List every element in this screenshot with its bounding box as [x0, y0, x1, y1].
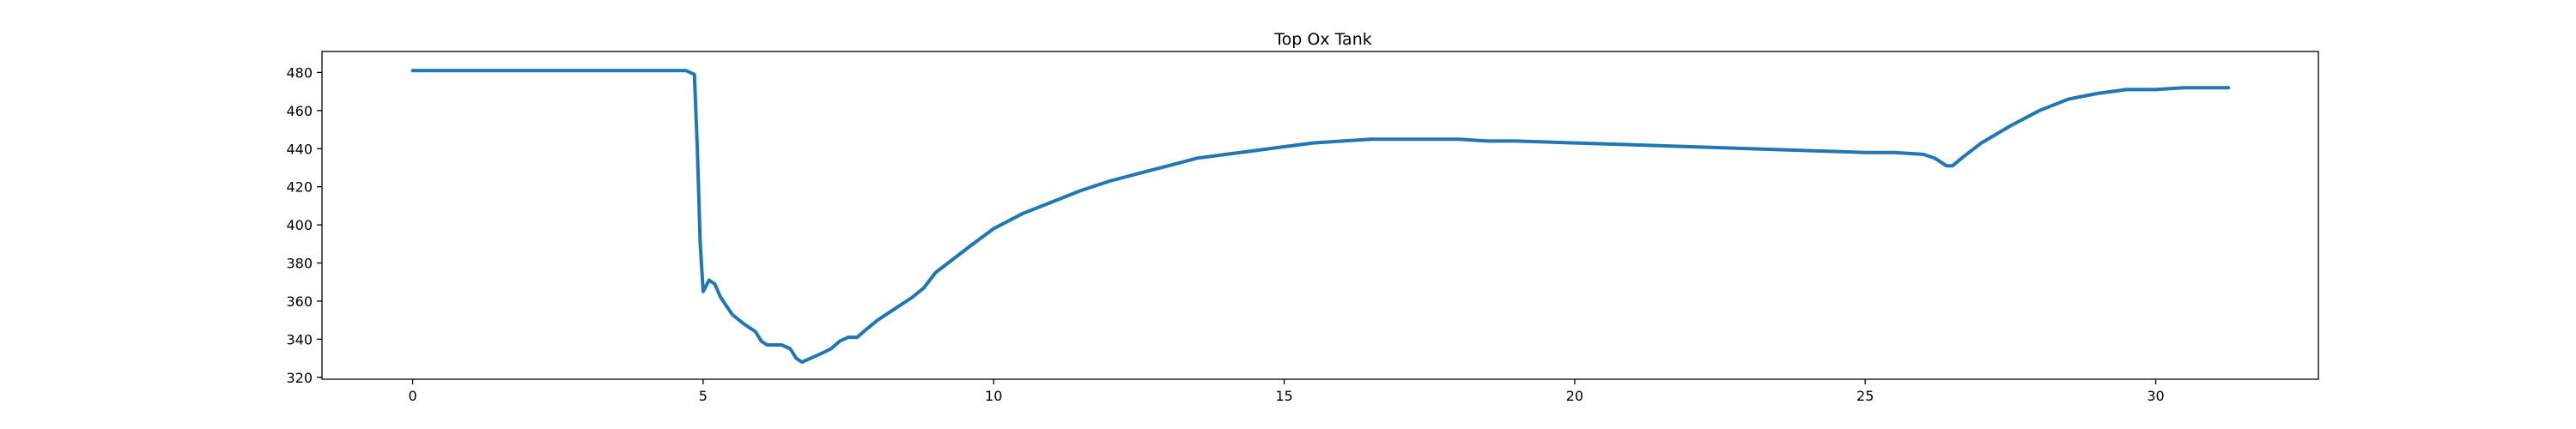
x-tick-label: 0 — [408, 388, 416, 404]
y-tick-label: 380 — [286, 256, 313, 272]
y-tick-label: 480 — [286, 64, 313, 81]
y-tick-label: 460 — [286, 103, 313, 119]
x-tick-label: 30 — [2147, 388, 2164, 404]
y-tick-label: 420 — [286, 179, 313, 196]
y-tick-label: 440 — [286, 141, 313, 157]
y-tick-label: 320 — [286, 370, 313, 386]
chart-title: Top Ox Tank — [1273, 30, 1372, 49]
x-tick-label: 5 — [699, 388, 708, 404]
y-tick-label: 340 — [286, 331, 313, 347]
plot-frame — [321, 51, 2319, 380]
x-tick-label: 15 — [1275, 388, 1292, 404]
x-tick-label: 25 — [1856, 388, 1874, 404]
y-tick-label: 360 — [286, 293, 313, 310]
y-tick-label: 400 — [286, 217, 313, 233]
x-tick-label: 20 — [1566, 388, 1583, 404]
x-tick-label: 10 — [985, 388, 1002, 404]
series-line-0 — [410, 69, 2231, 364]
